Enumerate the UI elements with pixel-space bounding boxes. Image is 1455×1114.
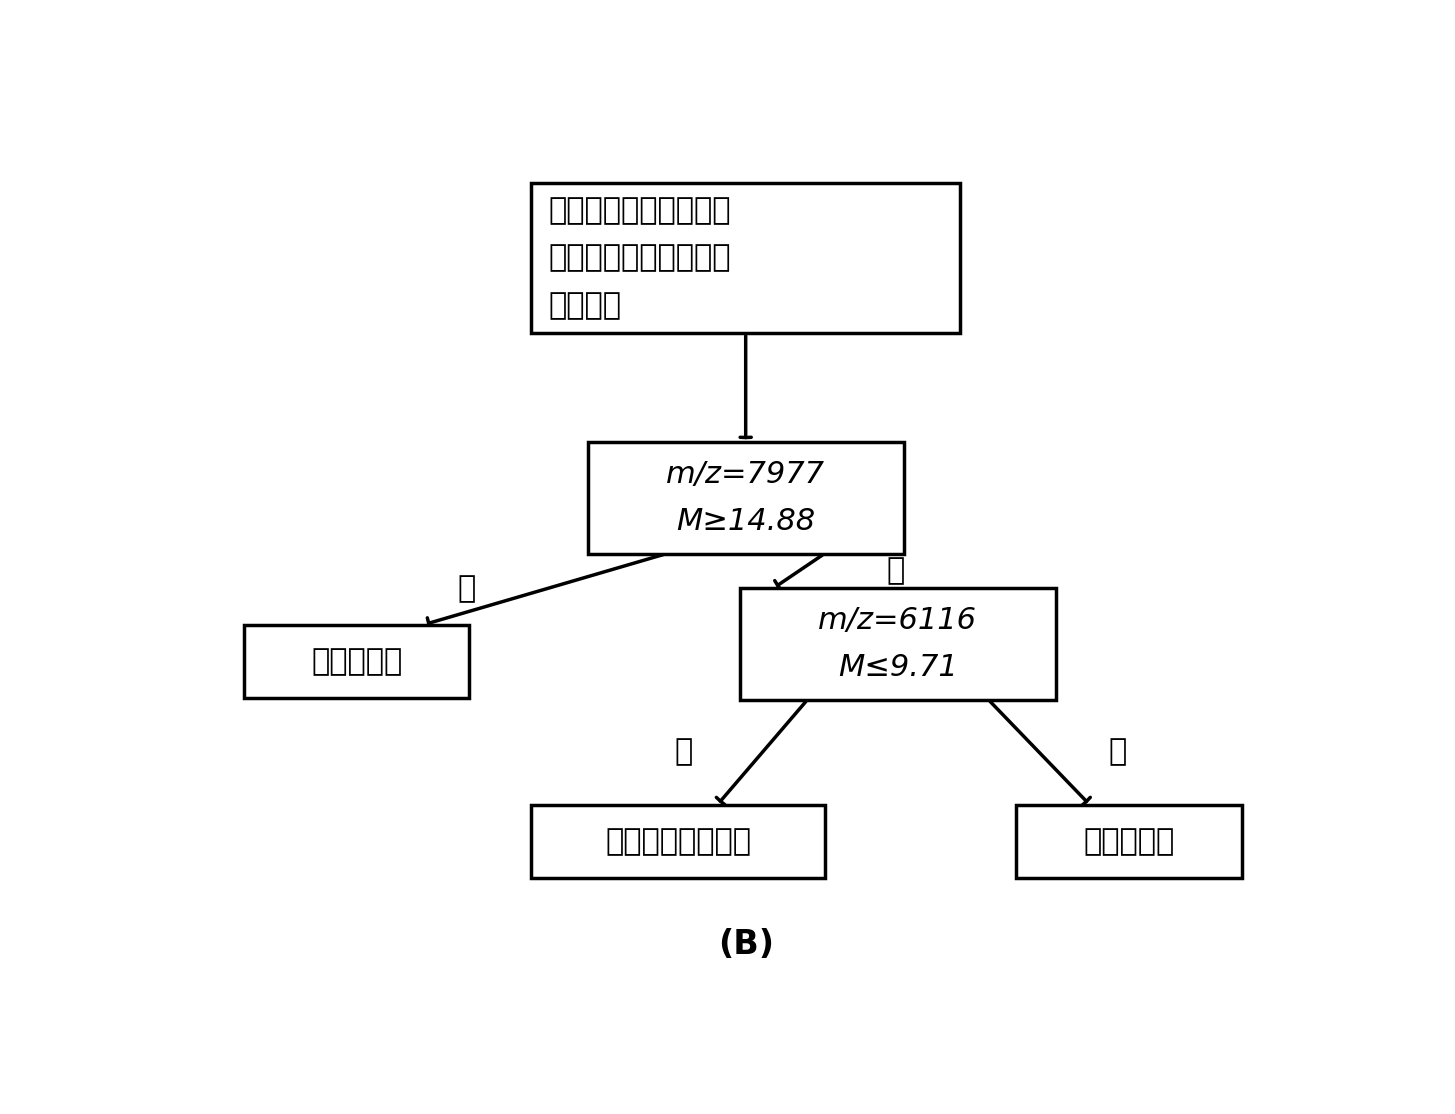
Text: 否: 否 — [886, 556, 904, 585]
Text: m/z=7977
M≥14.88: m/z=7977 M≥14.88 — [666, 460, 825, 537]
FancyBboxPatch shape — [588, 442, 904, 554]
FancyBboxPatch shape — [741, 588, 1056, 700]
Text: 是: 是 — [457, 575, 476, 604]
Text: 受检者血清蛋白多肽质
谱与如下质谱模型进行
分析比较: 受检者血清蛋白多肽质 谱与如下质谱模型进行 分析比较 — [549, 196, 730, 320]
Text: 提示乳腺癌: 提示乳腺癌 — [1084, 827, 1174, 856]
FancyBboxPatch shape — [531, 183, 960, 333]
FancyBboxPatch shape — [531, 805, 825, 878]
Text: 否: 否 — [675, 737, 693, 766]
Text: 是: 是 — [1109, 737, 1128, 766]
FancyBboxPatch shape — [1016, 805, 1243, 878]
Text: 提示乳腺良性疾病: 提示乳腺良性疾病 — [605, 827, 751, 856]
Text: 提示乳腺癌: 提示乳腺癌 — [311, 647, 402, 676]
Text: (B): (B) — [717, 928, 774, 960]
Text: m/z=6116
M≤9.71: m/z=6116 M≤9.71 — [818, 606, 978, 682]
FancyBboxPatch shape — [244, 625, 470, 697]
